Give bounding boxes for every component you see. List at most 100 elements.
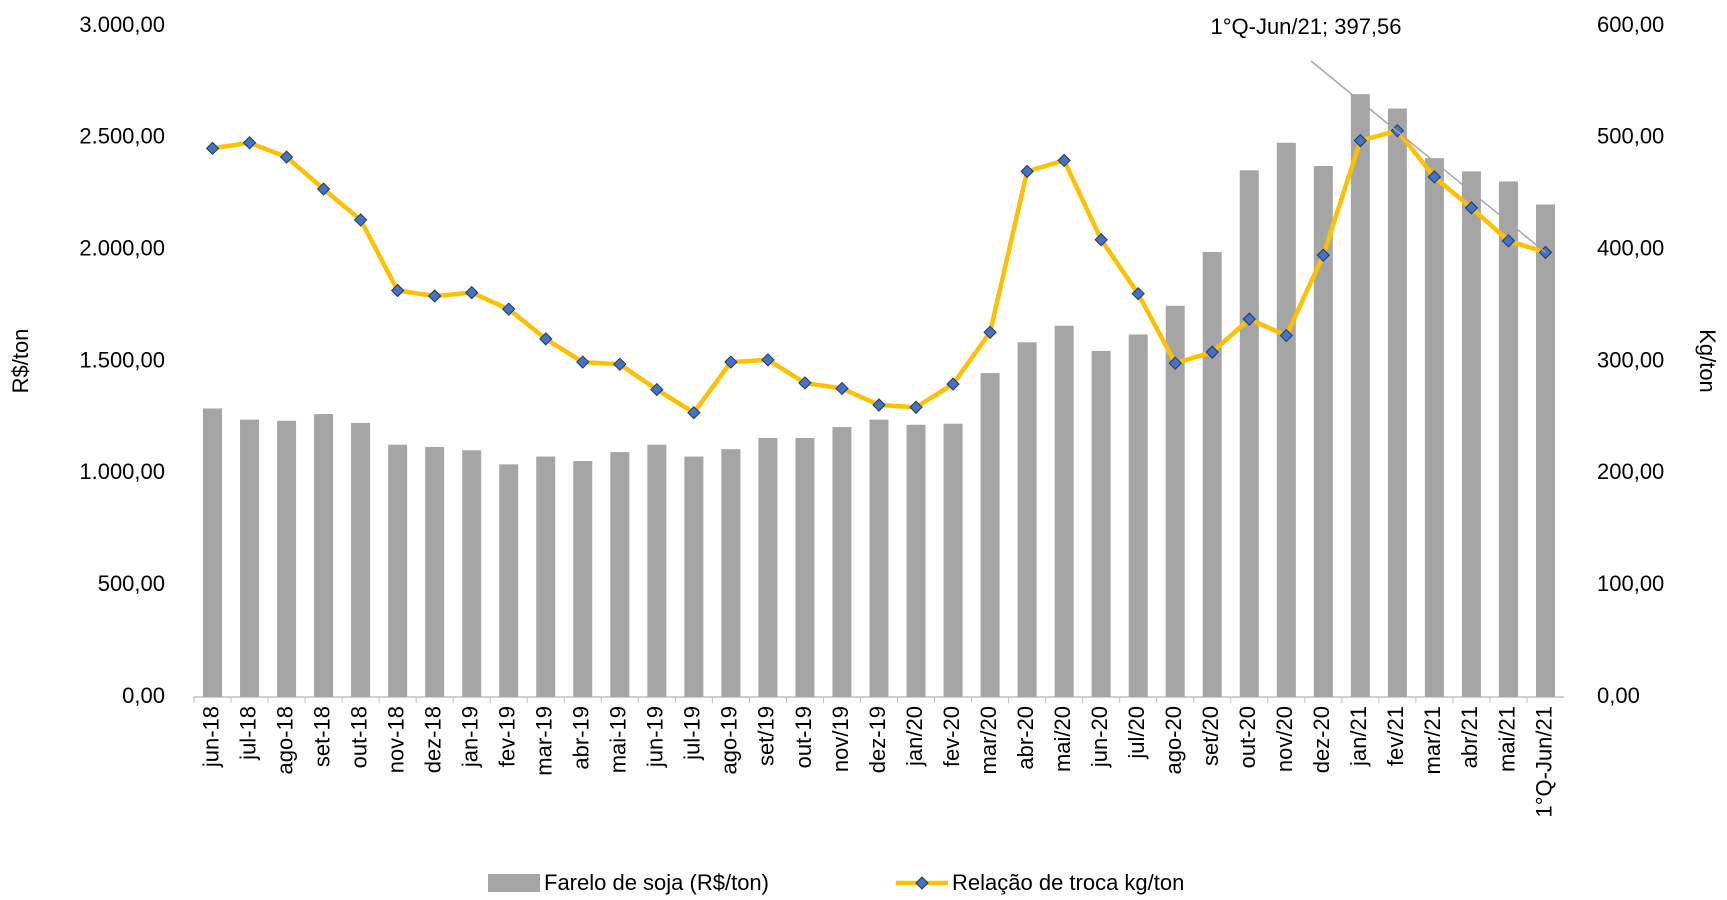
marker xyxy=(205,141,220,156)
marker xyxy=(1316,248,1331,262)
x-tick-label: fev-20 xyxy=(939,706,964,767)
x-tick-label: mai/21 xyxy=(1494,706,1519,772)
x-tick-label: dez-19 xyxy=(865,706,890,773)
annotation-leader xyxy=(1310,60,1546,253)
marker xyxy=(1057,153,1071,168)
bar xyxy=(388,444,408,697)
legend-marker xyxy=(915,876,929,890)
marker xyxy=(650,382,664,397)
bar xyxy=(499,464,519,697)
marker xyxy=(1020,164,1034,179)
bar xyxy=(1424,158,1444,697)
x-tick-label: jan-19 xyxy=(458,706,483,768)
marker xyxy=(1279,328,1294,343)
marker xyxy=(576,355,590,369)
y-tick-label: 500,00 xyxy=(98,571,165,596)
marker xyxy=(1427,170,1442,184)
x-tick-label: fev-19 xyxy=(495,706,520,767)
bar xyxy=(1017,342,1037,697)
x-tick-label: mar-19 xyxy=(532,706,557,776)
bar xyxy=(647,444,667,697)
y-tick-label: 2.000,00 xyxy=(79,235,165,260)
x-tick-label: mar/20 xyxy=(976,706,1001,774)
x-tick-label: nov/20 xyxy=(1272,706,1297,772)
marker xyxy=(427,289,442,303)
marker xyxy=(1353,133,1368,148)
x-tick-label: jun-20 xyxy=(1087,706,1112,768)
x-tick-label: dez-20 xyxy=(1309,706,1334,773)
marker xyxy=(464,285,479,300)
y-tick-label: 3.000,00 xyxy=(79,12,165,37)
marker xyxy=(1168,356,1182,370)
y2-tick-label: 500,00 xyxy=(1597,124,1664,149)
marker xyxy=(798,376,812,390)
marker xyxy=(502,302,516,316)
marker xyxy=(613,357,627,372)
bar xyxy=(573,461,593,697)
bar xyxy=(1239,170,1259,697)
y2-tick-label: 400,00 xyxy=(1597,235,1664,260)
x-tick-label: set/19 xyxy=(754,706,779,766)
marker xyxy=(353,213,368,227)
bar xyxy=(721,449,741,697)
bar xyxy=(795,437,815,697)
bar xyxy=(536,456,556,697)
marker xyxy=(539,332,553,346)
bar xyxy=(314,414,334,697)
marker xyxy=(1464,201,1479,215)
bar xyxy=(869,419,889,697)
bar xyxy=(462,450,482,697)
bar xyxy=(1535,204,1555,697)
x-tick-label: nov/19 xyxy=(828,706,853,772)
bar xyxy=(980,373,1000,697)
y-tick-label: 1.000,00 xyxy=(79,459,165,484)
y2-tick-label: 100,00 xyxy=(1597,571,1664,596)
bar xyxy=(1498,181,1518,697)
x-tick-label: jun-18 xyxy=(198,706,223,768)
marker xyxy=(687,406,701,420)
bar xyxy=(943,423,963,697)
marker xyxy=(1242,312,1256,326)
bar xyxy=(425,446,445,697)
x-tick-label: jan/20 xyxy=(902,706,927,767)
y-tick-label: 2.500,00 xyxy=(79,124,165,149)
marker xyxy=(1094,233,1108,247)
bar xyxy=(1350,94,1370,698)
marker xyxy=(909,400,923,414)
x-tick-label: mar/21 xyxy=(1420,706,1445,774)
marker xyxy=(279,150,294,164)
x-tick-label: ago-18 xyxy=(272,706,297,775)
x-tick-label: jul-18 xyxy=(235,706,260,761)
legend-label: Farelo de soja (R$/ton) xyxy=(544,870,769,895)
bar xyxy=(684,456,704,697)
marker xyxy=(946,377,960,391)
legend-swatch xyxy=(488,874,540,892)
bar xyxy=(1313,166,1333,698)
y2-tick-label: 0,00 xyxy=(1597,683,1640,708)
y-axis-title: R$/ton xyxy=(8,329,33,394)
x-tick-label: jul-19 xyxy=(680,706,705,761)
bar xyxy=(203,408,223,697)
x-tick-label: set-18 xyxy=(309,706,334,767)
y2-tick-label: 200,00 xyxy=(1597,459,1664,484)
y-tick-label: 0,00 xyxy=(122,683,165,708)
bar xyxy=(1276,142,1296,697)
marker xyxy=(835,381,849,396)
bar xyxy=(1202,251,1222,698)
x-tick-label: abr-20 xyxy=(1013,706,1038,770)
bar xyxy=(1128,334,1148,697)
x-tick-label: nov-18 xyxy=(383,706,408,773)
bar xyxy=(1387,108,1407,697)
x-tick-label: ago-20 xyxy=(1161,706,1186,775)
x-tick-label: set/20 xyxy=(1198,706,1223,766)
x-tick-label: jan/21 xyxy=(1346,706,1371,767)
x-tick-label: mai/20 xyxy=(1050,706,1075,772)
y2-axis-title: Kg/ton xyxy=(1695,329,1720,393)
legend-label: Relação de troca kg/ton xyxy=(952,870,1184,895)
bar xyxy=(1091,350,1111,697)
bar xyxy=(1165,305,1185,697)
x-tick-label: ago-19 xyxy=(717,706,742,775)
bar xyxy=(758,437,778,697)
bar xyxy=(351,423,371,697)
